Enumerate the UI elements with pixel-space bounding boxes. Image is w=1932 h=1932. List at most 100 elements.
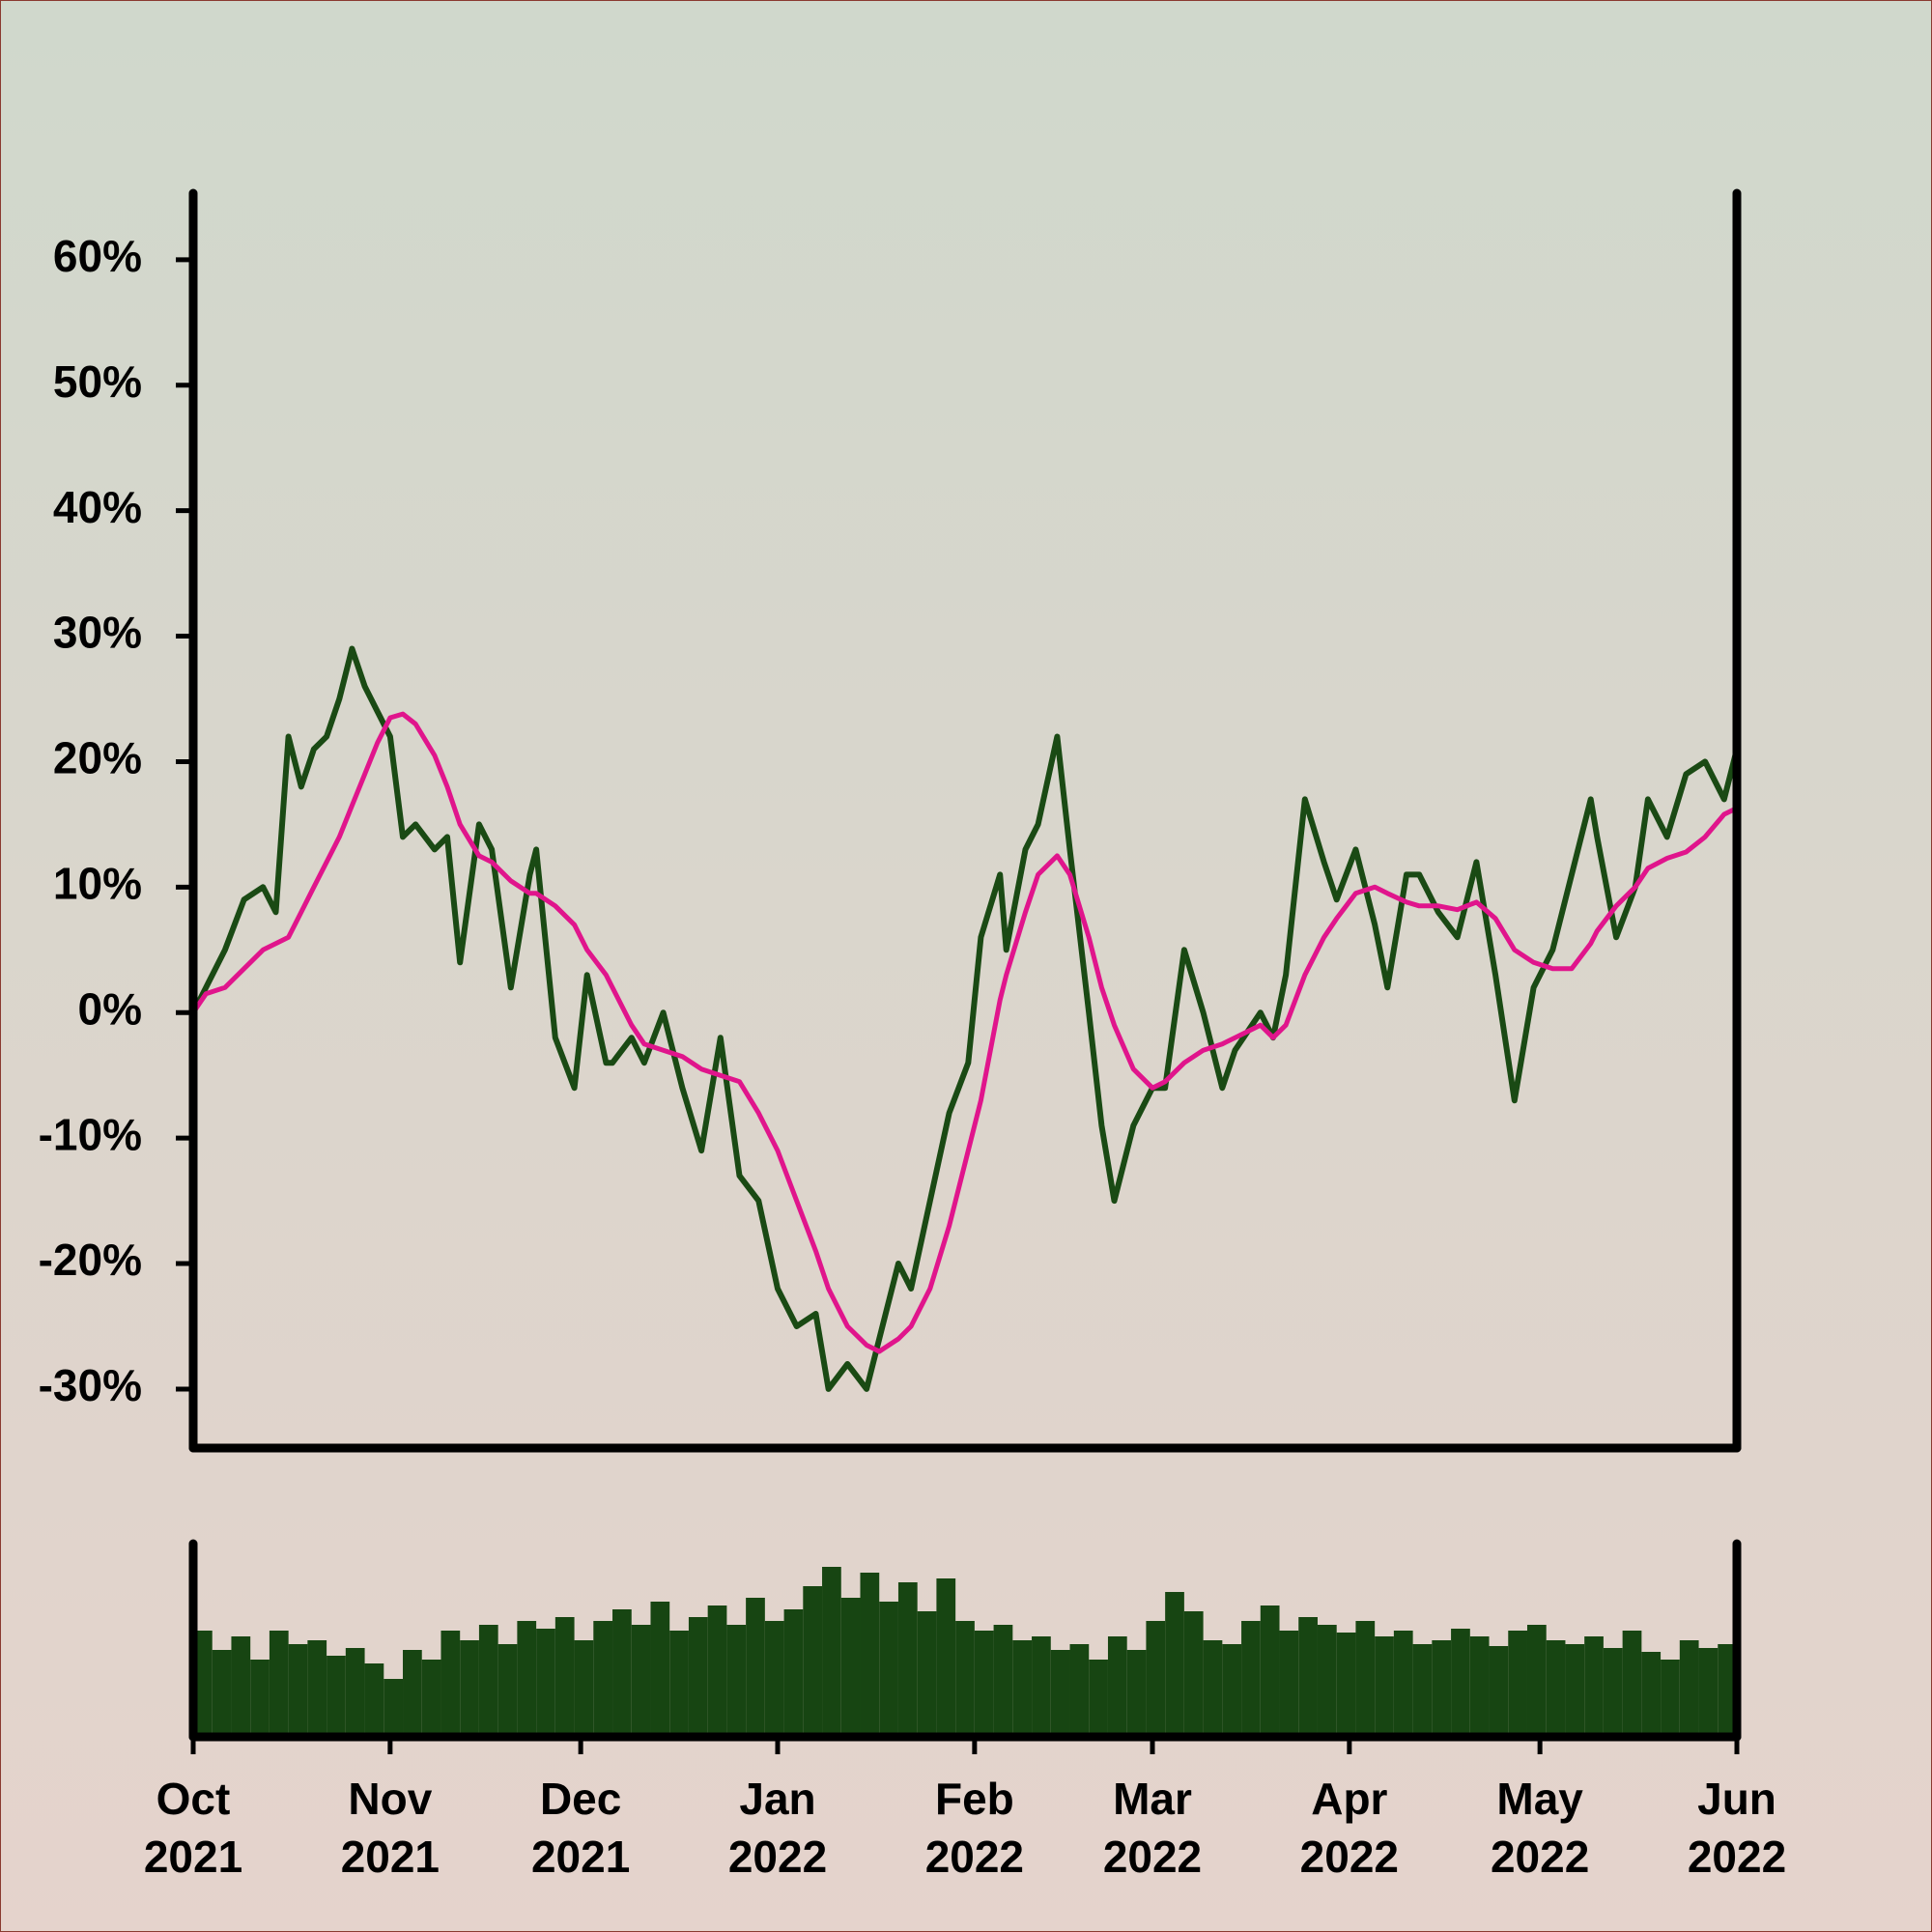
volume-bar [1032,1636,1051,1737]
volume-bar [1089,1660,1108,1737]
x-tick-label-line: Jan [739,1774,815,1824]
x-tick-label-line: 2022 [1688,1832,1786,1882]
x-tick-label-line: Mar [1113,1774,1192,1824]
volume-bar [1012,1640,1033,1737]
x-tick-label-line: 2021 [531,1832,630,1882]
volume-bar [497,1644,518,1737]
volume-bar [1298,1617,1318,1737]
volume-bar [1050,1650,1070,1737]
volume-bar [1260,1605,1280,1737]
volume-bar [1661,1660,1680,1737]
volume-bar [822,1567,841,1737]
volume-bar [1718,1644,1737,1737]
volume-bar [1165,1592,1184,1737]
volume-bar [1336,1633,1356,1737]
x-tick-label: Jun 2022 [1688,1774,1786,1882]
x-tick-label-line: 2022 [728,1832,827,1882]
volume-bar [707,1605,727,1737]
y-tick-label: -30% [39,1360,142,1410]
volume-bar [803,1586,823,1737]
volume-bar [726,1625,747,1737]
volume-bar [936,1578,956,1737]
y-tick-label: 60% [53,231,142,281]
volume-bar [269,1631,289,1737]
x-tick-label: Nov 2021 [341,1774,440,1882]
x-tick-label-line: 2022 [1103,1832,1202,1882]
volume-bar [688,1617,708,1737]
volume-bar [1469,1636,1490,1737]
volume-bar [574,1640,594,1737]
volume-bar [307,1640,327,1737]
x-tick-label: May 2022 [1491,1774,1589,1882]
x-tick-label-line: 2022 [925,1832,1024,1882]
volume-bar [974,1631,994,1737]
volume-bar [746,1598,765,1737]
volume-bar [193,1631,213,1737]
x-tick-label-line: Feb [935,1774,1014,1824]
series-line [190,645,1740,1392]
volume-bar [1489,1646,1509,1737]
volume-bar [1622,1631,1642,1737]
series-line [190,711,1739,1354]
x-tick-label-line: Jun [1697,1774,1776,1824]
volume-bar [1107,1636,1127,1737]
volume-bar [1375,1636,1394,1737]
volume-bar [478,1625,498,1737]
x-tick-label-line: Nov [348,1774,432,1824]
volume-bar [364,1663,384,1737]
volume-bar [345,1648,365,1737]
volume-bar [1183,1611,1204,1737]
volume-bar [1222,1644,1242,1737]
volume-bar [1279,1631,1299,1737]
volume-bar [536,1629,555,1737]
volume-bar [612,1609,632,1737]
volume-bar [1451,1629,1470,1737]
volume-bar [1241,1621,1261,1737]
volume-bar [1432,1640,1452,1737]
x-tick-label: Oct 2021 [144,1774,242,1882]
volume-bar [631,1625,651,1737]
volume-bar [1546,1640,1566,1737]
volume-bar [917,1611,937,1737]
volume-bar [421,1660,441,1737]
volume-bar [1603,1648,1623,1737]
x-tick-label-line: 2021 [144,1832,242,1882]
y-tick-label: 10% [53,859,142,909]
volume-bar [1069,1644,1090,1737]
volume-bar [993,1625,1013,1737]
y-tick-label: 40% [53,482,142,532]
volume-bar [384,1679,404,1737]
volume-bar [288,1644,308,1737]
x-tick-label: Feb 2022 [925,1774,1024,1882]
volume-bar [879,1602,898,1737]
x-tick-label: Apr 2022 [1300,1774,1399,1882]
volume-bar [460,1640,479,1737]
x-tick-label: Jan 2022 [728,1774,827,1882]
volume-bar [1679,1640,1699,1737]
volume-bar [517,1621,537,1737]
volume-bar [1146,1621,1166,1737]
volume-bar [231,1636,251,1737]
volume-bar [593,1621,613,1737]
x-tick-label: Mar 2022 [1103,1774,1202,1882]
volume-bar [764,1621,784,1737]
y-tick-label: 30% [53,608,142,658]
volume-bar [403,1650,422,1737]
volume-bar [650,1602,670,1737]
x-tick-label-line: 2022 [1300,1832,1399,1882]
x-tick-label-line: 2022 [1491,1832,1589,1882]
volume-bar [1698,1648,1719,1737]
volume-bar [1355,1621,1376,1737]
volume-bar [955,1621,975,1737]
volume-bar [250,1660,270,1737]
x-tick-label-line: 2021 [341,1832,440,1882]
y-tick-label: -20% [39,1235,142,1285]
volume-bar [669,1631,689,1737]
x-tick-label-line: May [1496,1774,1583,1824]
volume-bar [1317,1625,1337,1737]
volume-bar [1126,1650,1147,1737]
volume-bar [1393,1631,1413,1737]
